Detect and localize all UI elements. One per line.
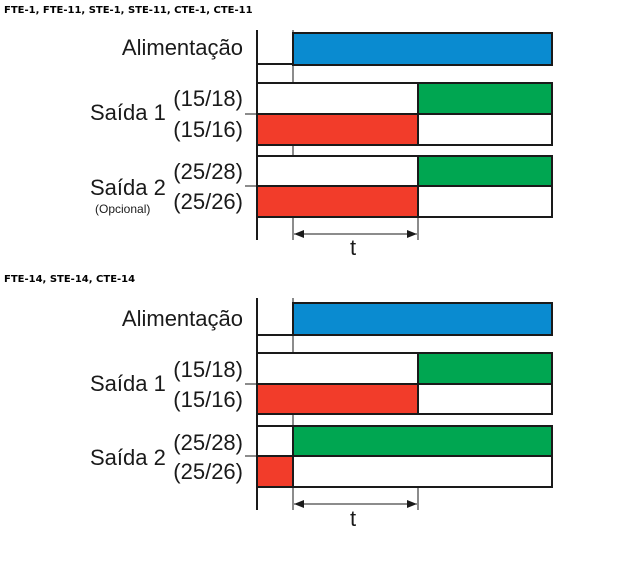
timing-diagram-2: FTE-14, STE-14, CTE-14 Alimentação Saída… <box>4 274 553 531</box>
output-1-nc-on-bar <box>256 113 419 146</box>
output-1-no-on-bar <box>417 82 553 115</box>
interval-label: t <box>350 235 356 260</box>
output-2-contact-nc: (25/26) <box>173 189 243 214</box>
output-1-label: Saída 1 <box>90 100 166 125</box>
interval-arrow <box>294 230 417 238</box>
output-2-label: Saída 2 <box>90 175 166 200</box>
output-2-nc-on-bar <box>256 455 294 488</box>
timing-diagram-1: FTE-1, FTE-11, STE-1, STE-11, CTE-1, CTE… <box>4 5 553 260</box>
power-label: Alimentação <box>122 306 243 331</box>
output-2-label: Saída 2 <box>90 445 166 470</box>
output-1-no-on-bar <box>417 352 553 385</box>
power-on-bar <box>292 302 553 336</box>
output-1-label: Saída 1 <box>90 371 166 396</box>
diagram-1-header: FTE-1, FTE-11, STE-1, STE-11, CTE-1, CTE… <box>4 5 253 16</box>
output-2-note: (Opcional) <box>95 202 150 216</box>
output-1-nc-on-bar <box>256 383 419 415</box>
output-1-contact-no: (15/18) <box>173 357 243 382</box>
output-2-contact-no: (25/28) <box>173 430 243 455</box>
power-on-bar <box>292 32 553 66</box>
output-2-nc-on-bar <box>256 185 419 218</box>
output-2-nc-track <box>256 455 553 488</box>
output-2-contact-no: (25/28) <box>173 159 243 184</box>
interval-arrow <box>294 500 417 508</box>
interval-label: t <box>350 506 356 531</box>
power-label: Alimentação <box>122 35 243 60</box>
output-2-no-on-bar <box>292 425 553 457</box>
output-2-contact-nc: (25/26) <box>173 459 243 484</box>
output-1-contact-nc: (15/16) <box>173 117 243 142</box>
output-1-contact-nc: (15/16) <box>173 387 243 412</box>
output-1-contact-no: (15/18) <box>173 86 243 111</box>
output-2-no-on-bar <box>417 155 553 187</box>
diagram-2-header: FTE-14, STE-14, CTE-14 <box>4 274 135 285</box>
